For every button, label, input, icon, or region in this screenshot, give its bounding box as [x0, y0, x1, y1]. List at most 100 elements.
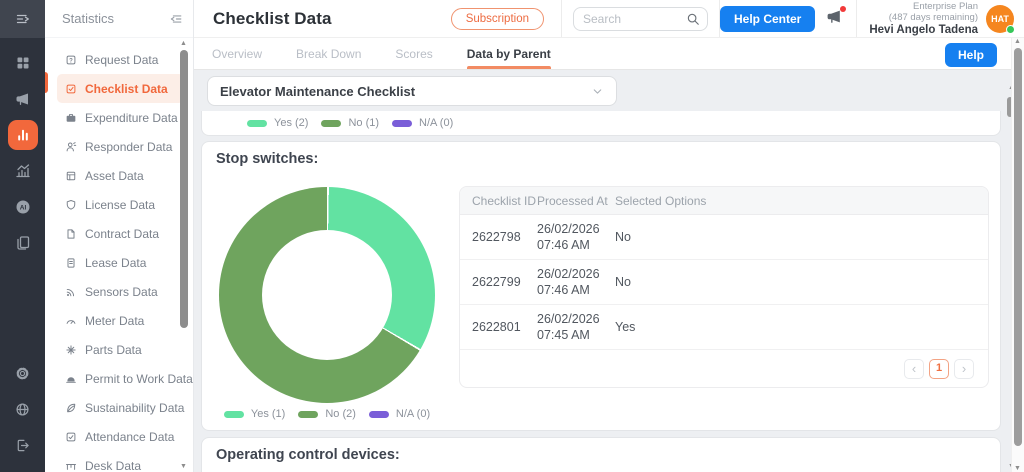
legend-item: N/A (0) — [369, 408, 430, 420]
megaphone-icon[interactable] — [8, 84, 38, 114]
legend-label: No (1) — [348, 117, 379, 129]
scroll-down-arrow-icon[interactable]: ▼ — [1014, 465, 1021, 472]
sidebar-item-meter-data[interactable]: Meter Data — [57, 306, 184, 335]
sidebar-scrollbar-thumb[interactable] — [180, 50, 188, 328]
sidebar-item-label: Parts Data — [85, 343, 142, 357]
legend-item: No (1) — [321, 117, 379, 129]
cell-selected-options: No — [615, 275, 988, 289]
sidebar-item-contract-data[interactable]: Contract Data — [57, 219, 184, 248]
search-input[interactable] — [583, 12, 686, 26]
app-window: AI Statistics ?Request DataChecklist Dat… — [0, 0, 1024, 472]
sidebar-item-label: License Data — [85, 198, 155, 212]
legend-item: Yes (1) — [224, 408, 285, 420]
dashboard-icon[interactable] — [8, 48, 38, 78]
sustainability-icon — [65, 402, 77, 414]
previous-chart-card: Yes (2)No (1)N/A (0) — [201, 111, 1001, 136]
avatar[interactable]: HAT — [986, 5, 1014, 33]
help-button[interactable]: Help — [945, 43, 997, 67]
column-header: Processed At — [537, 194, 615, 208]
documents-icon[interactable] — [8, 228, 38, 258]
sidebar-item-attendance-data[interactable]: Attendance Data — [57, 422, 184, 451]
cell-checklist-id: 2622798 — [472, 230, 537, 244]
sidebar-item-desk-data[interactable]: Desk Data — [57, 451, 184, 472]
cell-checklist-id: 2622799 — [472, 275, 537, 289]
cell-processed-at: 26/02/202607:46 AM — [537, 266, 615, 298]
legend-item: No (2) — [298, 408, 356, 420]
ai-assistant-icon[interactable]: AI — [8, 192, 38, 222]
user-name: Hevi Angelo Tadena — [869, 25, 978, 36]
pagination-next-button[interactable]: › — [954, 359, 974, 379]
sidebar-item-request-data[interactable]: ?Request Data — [57, 45, 184, 74]
sidebar-item-permit-to-work-data[interactable]: Permit to Work Data — [57, 364, 184, 393]
table-row[interactable]: 262279926/02/202607:46 AMNo — [460, 260, 988, 305]
statistics-icon[interactable] — [8, 120, 38, 150]
scroll-down-arrow-icon[interactable]: ▼ — [180, 463, 187, 470]
cell-selected-options: Yes — [615, 320, 988, 334]
lease-icon — [65, 257, 77, 269]
search-icon[interactable] — [686, 12, 700, 26]
settings-icon[interactable] — [8, 358, 38, 388]
sidebar-item-expenditure-data[interactable]: Expenditure Data — [57, 103, 184, 132]
legend-swatch — [392, 120, 412, 127]
pagination-page-1-button[interactable]: 1 — [929, 359, 949, 379]
sidebar-item-responder-data[interactable]: Responder Data — [57, 132, 184, 161]
search-box[interactable] — [573, 7, 708, 31]
page-scrollbar-thumb[interactable] — [1014, 48, 1022, 446]
parts-icon — [65, 344, 77, 356]
announcements-button[interactable] — [826, 8, 843, 30]
cell-processed-at: 26/02/202607:46 AM — [537, 221, 615, 253]
avatar-initials: HAT — [991, 14, 1009, 24]
table-header-row: Checklist IDProcessed AtSelected Options — [460, 187, 988, 215]
main-content: Checklist Data Subscription Help Center … — [194, 0, 1024, 472]
license-icon — [65, 199, 77, 211]
tab-data-by-parent[interactable]: Data by Parent — [467, 38, 551, 69]
notification-dot — [840, 6, 846, 12]
sidebar-item-asset-data[interactable]: Asset Data — [57, 161, 184, 190]
logout-icon[interactable] — [8, 430, 38, 460]
tabs-bar: Overview Break Down Scores Data by Parent H… — [194, 38, 1024, 70]
sidebar-item-label: Lease Data — [85, 256, 146, 270]
legend-label: No (2) — [325, 408, 356, 420]
sidebar-item-label: Permit to Work Data — [85, 372, 193, 386]
page-title: Checklist Data — [194, 9, 332, 29]
divider — [561, 0, 562, 37]
page-body: Elevator Maintenance Checklist Yes (2)No… — [194, 70, 1024, 472]
sidebar-item-parts-data[interactable]: Parts Data — [57, 335, 184, 364]
sidebar-collapse-icon[interactable] — [169, 12, 183, 26]
table-row[interactable]: 262280126/02/202607:45 AMYes — [460, 305, 988, 350]
sidebar-item-label: Contract Data — [85, 227, 159, 241]
svg-text:?: ? — [69, 58, 73, 64]
permit-icon — [65, 373, 77, 385]
divider — [856, 0, 857, 37]
tab-break-down[interactable]: Break Down — [296, 38, 361, 69]
sidebar-item-sensors-data[interactable]: Sensors Data — [57, 277, 184, 306]
tab-overview[interactable]: Overview — [212, 38, 262, 69]
legend-swatch — [369, 411, 389, 418]
sidebar-item-license-data[interactable]: License Data — [57, 190, 184, 219]
sidebar-item-checklist-data[interactable]: Checklist Data — [57, 74, 184, 103]
sidebar-item-lease-data[interactable]: Lease Data — [57, 248, 184, 277]
tab-scores[interactable]: Scores — [395, 38, 432, 69]
legend-swatch — [247, 120, 267, 127]
operating-control-devices-card: Operating control devices: — [201, 437, 1001, 472]
sidebar-item-sustainability-data[interactable]: Sustainability Data — [57, 393, 184, 422]
sidebar-item-label: Asset Data — [85, 169, 144, 183]
column-header: Checklist ID — [472, 194, 537, 208]
header-actions: Subscription Help Center Enterprise Plan… — [434, 0, 1024, 37]
globe-icon[interactable] — [8, 394, 38, 424]
checklist-select[interactable]: Elevator Maintenance Checklist — [207, 76, 617, 106]
table-row[interactable]: 262279826/02/202607:46 AMNo — [460, 215, 988, 260]
menu-collapse-icon[interactable] — [0, 0, 45, 38]
analytics-icon[interactable] — [8, 156, 38, 186]
active-item-indicator — [45, 72, 48, 93]
page-scrollbar[interactable]: ▲ ▼ — [1011, 38, 1024, 472]
help-center-button[interactable]: Help Center — [720, 6, 815, 32]
pagination-prev-button[interactable]: ‹ — [904, 359, 924, 379]
scroll-up-arrow-icon[interactable]: ▲ — [180, 40, 187, 47]
scroll-up-arrow-icon[interactable]: ▲ — [1014, 38, 1021, 45]
sidebar-item-label: Desk Data — [85, 459, 141, 472]
sidebar: Statistics ?Request DataChecklist DataEx… — [45, 0, 194, 472]
subscription-button[interactable]: Subscription — [451, 8, 544, 30]
sidebar-scrollbar[interactable]: ▲ ▼ — [179, 40, 189, 470]
plan-name: Enterprise Plan — [869, 1, 978, 12]
